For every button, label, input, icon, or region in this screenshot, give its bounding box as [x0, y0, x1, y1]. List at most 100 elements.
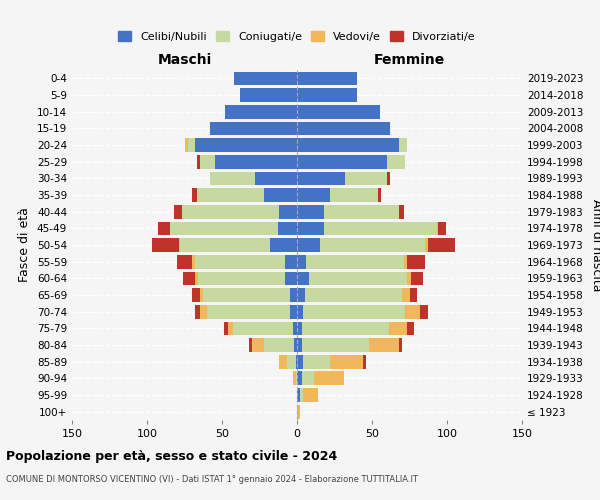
- Bar: [297, 338, 302, 352]
- Bar: [297, 138, 399, 152]
- Bar: [297, 105, 380, 118]
- Bar: [297, 222, 324, 235]
- Bar: [297, 205, 324, 218]
- Bar: [199, 305, 207, 318]
- Bar: [180, 238, 270, 252]
- Bar: [182, 205, 279, 218]
- Bar: [203, 288, 290, 302]
- Bar: [287, 355, 296, 368]
- Bar: [249, 338, 252, 352]
- Bar: [297, 155, 387, 168]
- Bar: [305, 288, 402, 302]
- Bar: [297, 388, 300, 402]
- Bar: [420, 305, 427, 318]
- Bar: [192, 188, 197, 202]
- Bar: [324, 222, 437, 235]
- Bar: [297, 272, 309, 285]
- Bar: [407, 322, 414, 335]
- Bar: [197, 155, 199, 168]
- Text: Maschi: Maschi: [157, 52, 212, 66]
- Bar: [402, 288, 409, 302]
- Bar: [240, 88, 297, 102]
- Bar: [405, 305, 420, 318]
- Bar: [297, 288, 305, 302]
- Bar: [297, 238, 320, 252]
- Bar: [296, 372, 297, 385]
- Bar: [378, 188, 381, 202]
- Bar: [234, 72, 297, 85]
- Bar: [207, 305, 290, 318]
- Bar: [297, 122, 390, 135]
- Bar: [233, 322, 293, 335]
- Bar: [302, 338, 369, 352]
- Bar: [179, 238, 180, 252]
- Text: Popolazione per età, sesso e stato civile - 2024: Popolazione per età, sesso e stato civil…: [6, 450, 337, 463]
- Bar: [215, 155, 297, 168]
- Bar: [264, 188, 297, 202]
- Bar: [170, 222, 277, 235]
- Bar: [296, 355, 297, 368]
- Text: Femmine: Femmine: [374, 52, 445, 66]
- Bar: [302, 322, 389, 335]
- Bar: [223, 322, 228, 335]
- Bar: [285, 255, 297, 268]
- Bar: [192, 255, 195, 268]
- Bar: [314, 372, 343, 385]
- Bar: [297, 172, 345, 185]
- Bar: [297, 255, 306, 268]
- Bar: [297, 355, 303, 368]
- Bar: [411, 272, 423, 285]
- Bar: [192, 288, 199, 302]
- Bar: [437, 222, 438, 235]
- Bar: [195, 255, 285, 268]
- Bar: [290, 305, 297, 318]
- Bar: [330, 355, 363, 368]
- Bar: [195, 272, 198, 285]
- Bar: [195, 305, 199, 318]
- Bar: [345, 172, 387, 185]
- Bar: [399, 338, 402, 352]
- Bar: [427, 238, 455, 252]
- Y-axis label: Anni di nascita: Anni di nascita: [590, 198, 600, 291]
- Bar: [264, 338, 294, 352]
- Bar: [409, 288, 417, 302]
- Bar: [210, 172, 255, 185]
- Legend: Celibi/Nubili, Coniugati/e, Vedovi/e, Divorziati/e: Celibi/Nubili, Coniugati/e, Vedovi/e, Di…: [114, 26, 480, 46]
- Bar: [399, 205, 404, 218]
- Bar: [198, 272, 285, 285]
- Bar: [306, 255, 404, 268]
- Bar: [174, 205, 182, 218]
- Bar: [185, 138, 187, 152]
- Bar: [297, 188, 330, 202]
- Bar: [228, 322, 233, 335]
- Bar: [279, 355, 287, 368]
- Bar: [151, 238, 179, 252]
- Bar: [285, 272, 297, 285]
- Bar: [293, 322, 297, 335]
- Bar: [407, 255, 425, 268]
- Bar: [279, 205, 297, 218]
- Bar: [225, 105, 297, 118]
- Y-axis label: Fasce di età: Fasce di età: [19, 208, 31, 282]
- Bar: [277, 222, 297, 235]
- Text: COMUNE DI MONTORSO VICENTINO (VI) - Dati ISTAT 1° gennaio 2024 - Elaborazione TU: COMUNE DI MONTORSO VICENTINO (VI) - Dati…: [6, 475, 418, 484]
- Bar: [387, 155, 405, 168]
- Bar: [252, 338, 264, 352]
- Bar: [309, 272, 407, 285]
- Bar: [199, 155, 215, 168]
- Bar: [183, 272, 195, 285]
- Bar: [195, 138, 297, 152]
- Bar: [197, 188, 264, 202]
- Bar: [303, 355, 330, 368]
- Bar: [210, 122, 297, 135]
- Bar: [363, 355, 366, 368]
- Bar: [404, 255, 407, 268]
- Bar: [297, 372, 302, 385]
- Bar: [303, 305, 405, 318]
- Bar: [438, 222, 445, 235]
- Bar: [294, 338, 297, 352]
- Bar: [297, 405, 300, 418]
- Bar: [157, 222, 170, 235]
- Bar: [303, 388, 318, 402]
- Bar: [369, 338, 399, 352]
